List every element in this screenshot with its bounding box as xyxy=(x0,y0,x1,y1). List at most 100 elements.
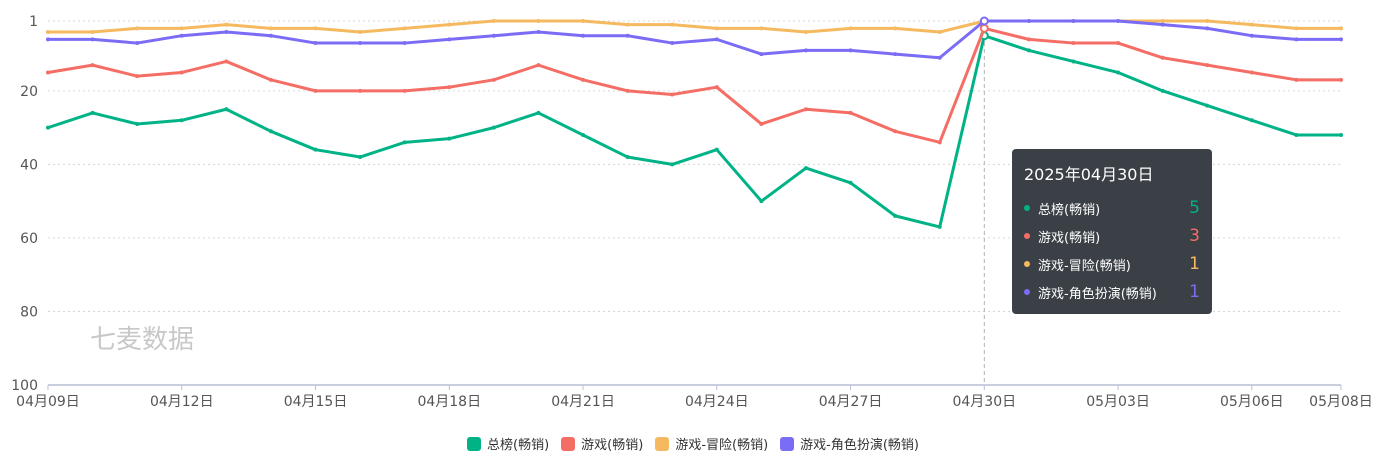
data-point xyxy=(313,41,318,46)
data-point xyxy=(848,110,853,115)
data-point xyxy=(670,22,675,27)
tooltip-series-value: 1 xyxy=(1189,254,1200,274)
data-point xyxy=(402,41,407,46)
data-point xyxy=(491,33,496,38)
data-point xyxy=(670,162,675,167)
data-point xyxy=(759,26,764,31)
legend-item-adventure[interactable]: 游戏-冒险(畅销) xyxy=(655,434,768,453)
data-point xyxy=(714,147,719,152)
data-point xyxy=(179,26,184,31)
x-tick-label: 04月12日 xyxy=(150,394,214,410)
data-point xyxy=(848,26,853,31)
x-axis: 04月09日 04月12日 04月15日 04月18日 04月21日 04月24日 04月2… xyxy=(16,384,1373,410)
tooltip-dot xyxy=(1024,205,1030,211)
tooltip-dot xyxy=(1024,289,1030,295)
data-point xyxy=(1294,37,1299,42)
data-point xyxy=(179,70,184,75)
data-point xyxy=(179,118,184,123)
data-point xyxy=(402,26,407,31)
data-point xyxy=(491,125,496,130)
data-point xyxy=(893,26,898,31)
tooltip-dot xyxy=(1024,261,1030,267)
tooltip-row-game: 游戏(畅销) 3 xyxy=(1024,222,1200,250)
data-point xyxy=(447,22,452,27)
data-point xyxy=(1249,22,1254,27)
legend-item-rpg[interactable]: 游戏-角色扮演(畅销) xyxy=(780,434,919,453)
data-point xyxy=(402,140,407,145)
legend-item-game[interactable]: 游戏(畅销) xyxy=(561,434,643,453)
data-point xyxy=(581,132,586,137)
legend-swatch xyxy=(655,436,670,451)
data-point xyxy=(625,22,630,27)
y-tick-label: 1 xyxy=(29,14,38,30)
data-point xyxy=(1160,88,1165,93)
data-point xyxy=(1116,41,1121,46)
legend-label: 游戏-冒险(畅销) xyxy=(675,438,769,453)
data-point xyxy=(90,30,95,35)
data-point xyxy=(803,166,808,171)
data-point xyxy=(402,88,407,93)
legend-swatch xyxy=(561,436,576,451)
series-line-3 xyxy=(48,19,1341,60)
y-axis-ticks: 1 20 40 60 80 100 xyxy=(11,14,38,394)
series-line-0 xyxy=(47,34,1341,229)
data-point xyxy=(759,121,764,126)
data-point xyxy=(893,52,898,57)
data-point xyxy=(1160,19,1165,23)
y-tick-label: 60 xyxy=(20,231,38,247)
tooltip-row-rpg: 游戏-角色扮演(畅销) 1 xyxy=(1024,278,1200,306)
data-point xyxy=(803,48,808,53)
data-point xyxy=(937,55,942,60)
data-point xyxy=(1160,22,1165,27)
data-point xyxy=(1249,118,1254,123)
data-point xyxy=(358,41,363,46)
data-point xyxy=(625,88,630,93)
data-point xyxy=(1026,37,1031,42)
data-point xyxy=(268,33,273,38)
data-point xyxy=(1071,19,1076,23)
hover-tooltip: 2025年04月30日 总榜(畅销) 5 游戏(畅销) 3 游戏-冒险(畅销) … xyxy=(1012,149,1212,314)
data-point xyxy=(670,41,675,46)
x-tick-label: 05月08日 xyxy=(1309,394,1373,410)
data-point xyxy=(224,30,229,35)
data-point xyxy=(848,48,853,53)
y-tick-label: 100 xyxy=(11,378,38,394)
data-point xyxy=(268,77,273,82)
data-point xyxy=(46,30,50,35)
data-point xyxy=(536,110,541,115)
data-point xyxy=(1339,37,1343,42)
data-point xyxy=(625,155,630,160)
data-point xyxy=(1205,26,1210,31)
data-point xyxy=(358,30,363,35)
legend-label: 游戏(畅销) xyxy=(581,438,644,453)
data-point xyxy=(1294,26,1299,31)
tooltip-row-adventure: 游戏-冒险(畅销) 1 xyxy=(1024,250,1200,278)
data-point xyxy=(46,125,50,130)
data-point xyxy=(714,85,719,90)
legend-item-total[interactable]: 总榜(畅销) xyxy=(467,434,549,453)
data-point xyxy=(447,37,452,42)
data-point xyxy=(893,213,898,218)
x-tick-label: 04月30日 xyxy=(952,394,1016,410)
x-tick-label: 05月06日 xyxy=(1220,394,1284,410)
x-tick-label: 04月24日 xyxy=(685,394,749,410)
tooltip-series-value: 1 xyxy=(1189,282,1200,302)
tooltip-series-value: 3 xyxy=(1189,226,1200,246)
data-point xyxy=(1205,63,1210,68)
data-point xyxy=(714,37,719,42)
data-point xyxy=(358,88,363,93)
data-point xyxy=(1339,77,1343,82)
data-point xyxy=(1071,59,1076,64)
data-point xyxy=(1116,70,1121,75)
data-point xyxy=(447,136,452,141)
data-point xyxy=(581,33,586,38)
data-point xyxy=(90,110,95,115)
x-tick-label: 04月09日 xyxy=(16,394,80,410)
y-tick-label: 80 xyxy=(20,304,38,320)
legend-label: 总榜(畅销) xyxy=(487,438,550,453)
data-point xyxy=(581,77,586,82)
data-point xyxy=(1205,103,1210,108)
series-lines xyxy=(46,16,1343,229)
data-point xyxy=(759,199,764,204)
data-point xyxy=(447,85,452,90)
